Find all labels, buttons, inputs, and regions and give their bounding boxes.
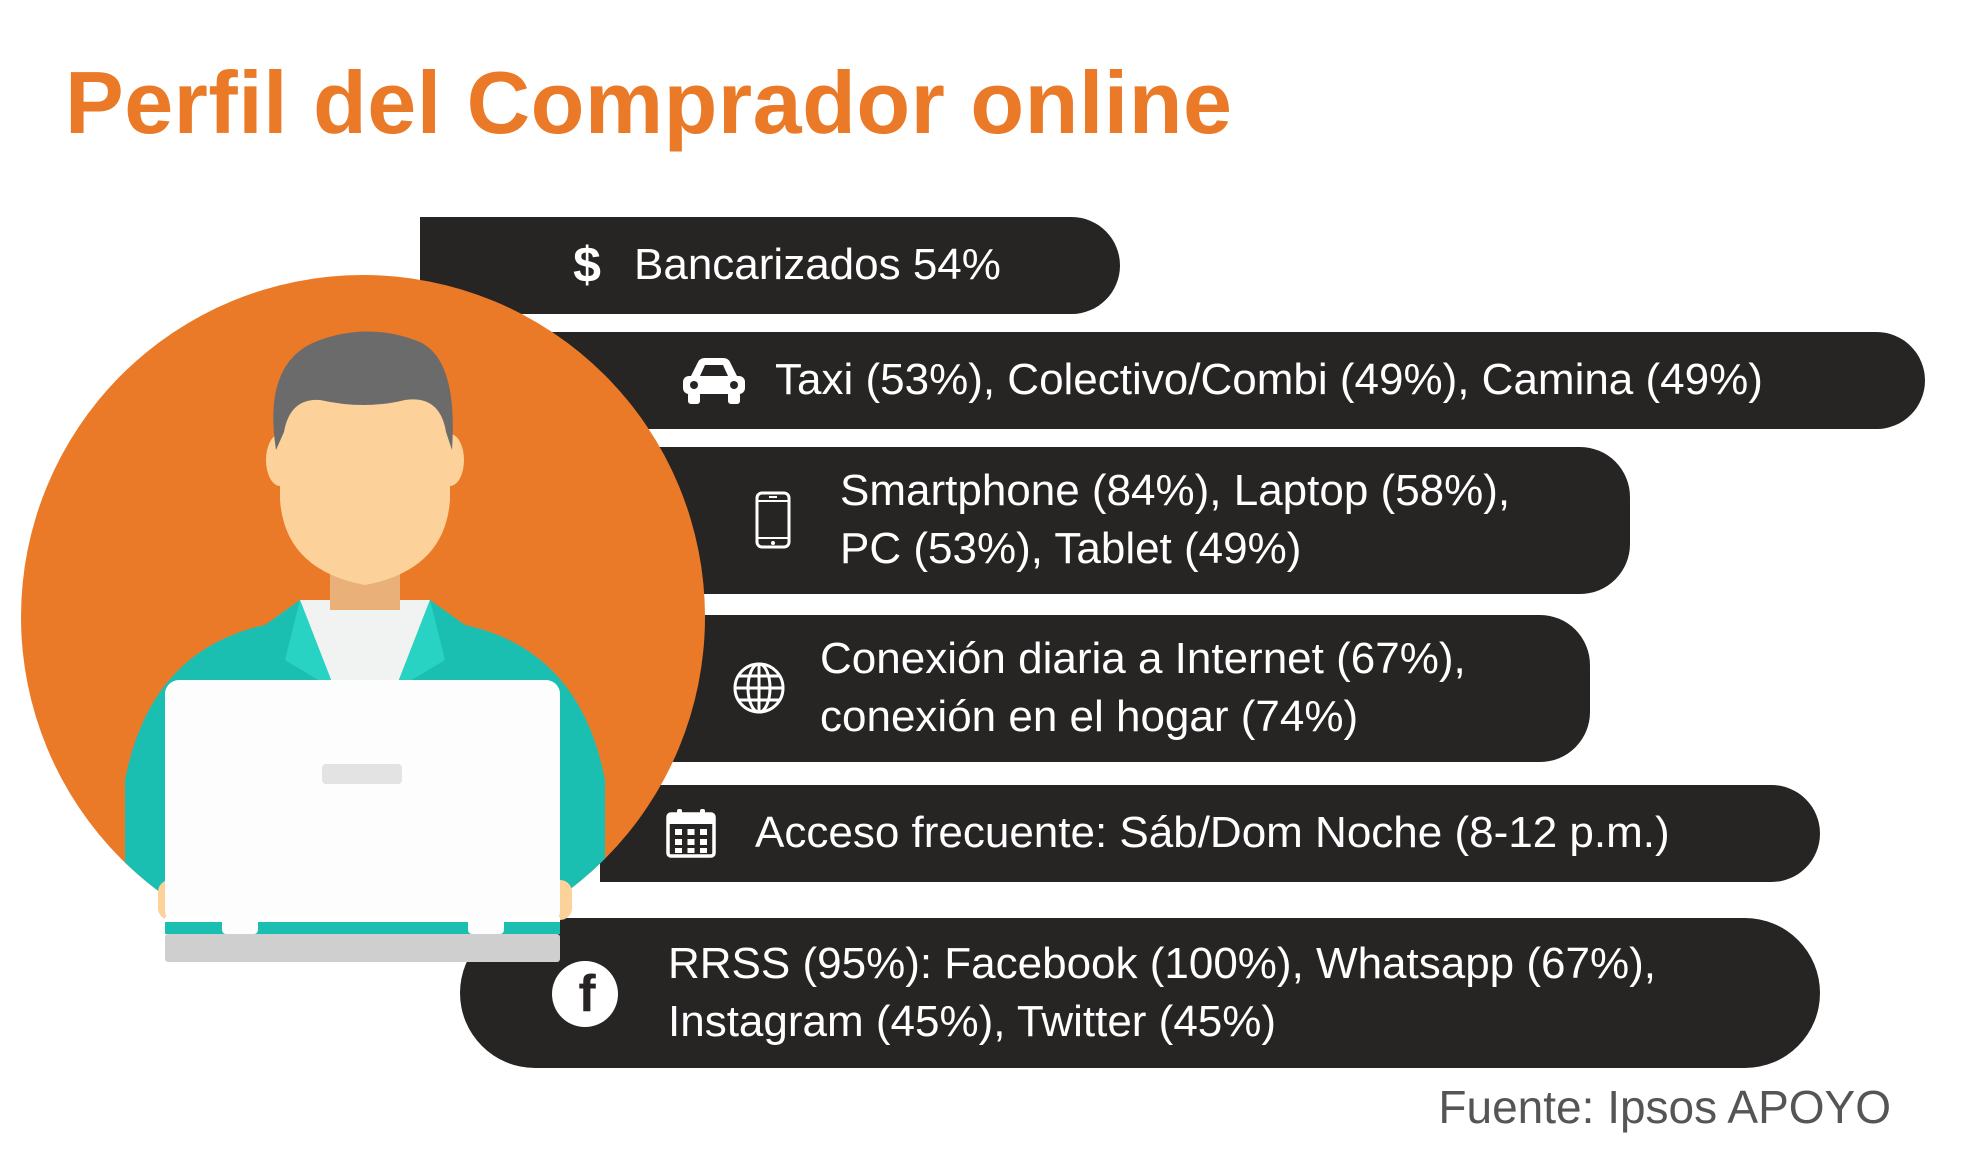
devices-text-line1: Smartphone (84%), Laptop (58%), (840, 466, 1511, 515)
devices-text-line2: PC (53%), Tablet (49%) (840, 524, 1302, 573)
page-title: Perfil del Comprador online (65, 53, 1233, 152)
social-text-line1: RRSS (95%): Facebook (100%), Whatsapp (6… (668, 939, 1656, 988)
shopper-illustration (21, 275, 705, 962)
connection-text-line1: Conexión diaria a Internet (67%), (820, 634, 1466, 683)
source-note: Fuente: Ipsos APOYO (1438, 1081, 1891, 1133)
info-row-banking: $ Bancarizados 54% (420, 217, 1120, 314)
globe-icon (732, 661, 786, 715)
access-text: Acceso frecuente: Sáb/Dom Noche (8-12 p.… (755, 808, 1670, 857)
smartphone-icon (755, 491, 791, 549)
transport-text: Taxi (53%), Colectivo/Combi (49%), Camin… (775, 355, 1763, 404)
social-text-line2: Instagram (45%), Twitter (45%) (668, 997, 1277, 1046)
info-row-devices: Smartphone (84%), Laptop (58%), PC (53%)… (620, 447, 1630, 594)
banking-text: Bancarizados 54% (634, 240, 1001, 289)
connection-text-line2: conexión en el hogar (74%) (820, 692, 1359, 741)
info-row-social: f RRSS (95%): Facebook (100%), Whatsapp … (460, 918, 1820, 1068)
info-row-transport: Taxi (53%), Colectivo/Combi (49%), Camin… (500, 332, 1925, 429)
info-row-access: Acceso frecuente: Sáb/Dom Noche (8-12 p.… (600, 785, 1820, 882)
calendar-icon (666, 808, 716, 858)
info-row-connection: Conexión diaria a Internet (67%), conexi… (640, 615, 1590, 762)
car-icon (680, 354, 748, 406)
facebook-icon: f (552, 961, 618, 1027)
dollar-icon: $ (573, 237, 601, 293)
